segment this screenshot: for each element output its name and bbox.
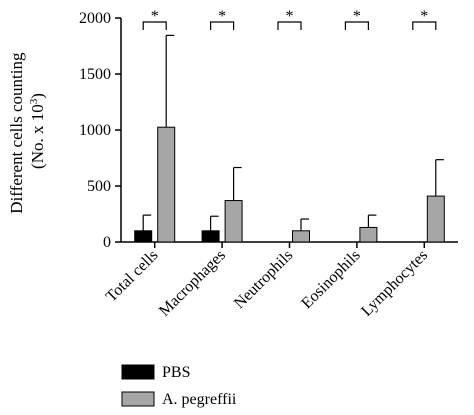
x-tick-label: Lymphocytes <box>358 247 431 320</box>
significance-bracket <box>210 21 235 30</box>
x-tick-label: Neutrophils <box>231 247 296 312</box>
significance-marker: * <box>420 8 428 25</box>
y-axis-label: Different cells counting (No. x 103) <box>7 48 47 213</box>
legend-label: PBS <box>162 364 190 381</box>
y-axis-label-line1: Different cells counting <box>7 52 26 214</box>
significance-marker: * <box>286 8 294 25</box>
significance-bracket <box>344 21 369 30</box>
bar <box>224 200 243 243</box>
significance-marker: * <box>353 8 361 25</box>
legend-label: A. pegreffii <box>162 391 237 408</box>
y-tick-label: 1500 <box>79 66 111 83</box>
legend-swatch <box>121 364 155 380</box>
y-tick-label: 0 <box>103 234 111 251</box>
legend-swatch <box>121 391 155 407</box>
significance-bracket <box>277 21 302 30</box>
x-tick-label: Macrophages <box>156 247 229 320</box>
bar <box>201 230 220 243</box>
y-tick-label: 500 <box>87 178 111 195</box>
bar <box>426 195 445 243</box>
y-tick-label: 1000 <box>79 122 111 139</box>
significance-bracket <box>412 21 437 30</box>
significance-marker: * <box>151 8 159 25</box>
y-tick-label: 2000 <box>79 10 111 27</box>
y-axis-label-line2: (No. x 103) <box>28 93 47 169</box>
bar <box>134 230 153 243</box>
x-tick-label: Total cells <box>103 247 162 306</box>
x-tick-label: Eosinophils <box>298 247 363 312</box>
plot-area: 0 500 1000 1500 2000 * Total cells * Macrophages… <box>79 8 458 408</box>
bar <box>157 126 176 243</box>
bar <box>359 226 378 243</box>
significance-marker: * <box>218 8 226 25</box>
significance-bracket <box>142 21 167 30</box>
bar <box>292 230 310 243</box>
